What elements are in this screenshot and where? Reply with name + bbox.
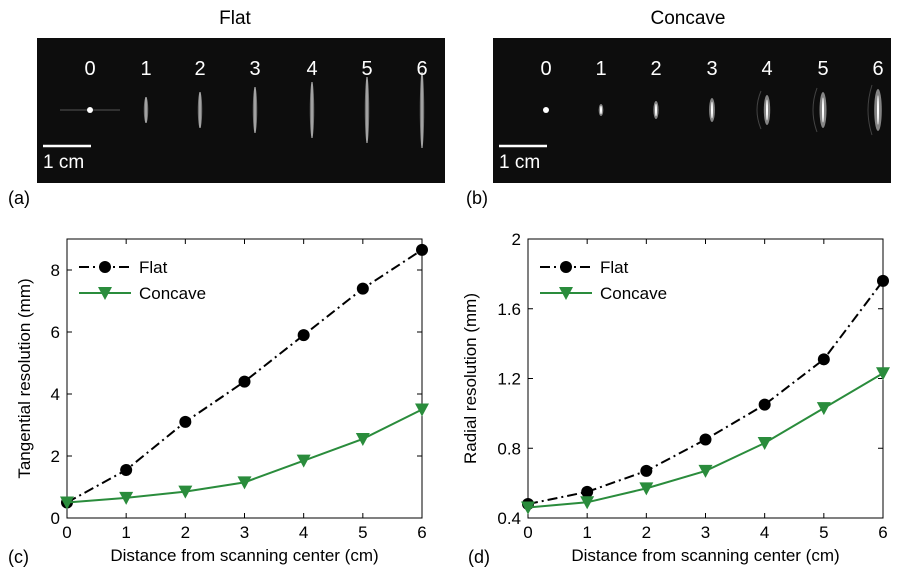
point-concave (580, 496, 595, 510)
point-concave (816, 402, 831, 416)
legend-label-flat: Flat (600, 258, 629, 277)
panel-b-marker-5: 5 (817, 58, 829, 80)
point-concave (60, 496, 74, 510)
panel-a-marker-3: 3 (249, 58, 261, 80)
psf-b-core-2 (655, 103, 657, 117)
x-axis-label: Distance from scanning center (cm) (571, 546, 839, 565)
panel-a-marker-5: 5 (361, 58, 373, 80)
legend-marker-flat (560, 261, 572, 273)
panel-a-title: Flat (219, 8, 251, 29)
panel-b-marker-3: 3 (706, 58, 718, 80)
legend-label-concave: Concave (139, 284, 206, 303)
legend-marker-concave (98, 287, 112, 300)
panel-a-marker-6: 6 (416, 58, 428, 80)
panel-a-image: 0 1 2 3 4 5 6 1 cm (37, 38, 445, 183)
panel-b-marker-1: 1 (595, 58, 607, 80)
psf-b-core-5 (822, 97, 824, 123)
y-tick-label: 8 (51, 261, 60, 280)
point-flat (758, 398, 771, 411)
y-axis-label: Radial resolution (mm) (461, 293, 480, 464)
point-flat (120, 463, 133, 476)
y-tick-label: 4 (51, 385, 60, 404)
panel-b-marker-4: 4 (761, 58, 773, 80)
psf-b-core-3 (711, 101, 713, 119)
point-concave (355, 432, 370, 446)
psf-b-arc-4 (756, 90, 762, 130)
y-tick-label: 2 (512, 230, 521, 249)
x-tick-label: 0 (523, 523, 532, 542)
panel-b-label: (b) (466, 188, 488, 208)
x-tick-label: 5 (819, 523, 828, 542)
panel-b-marker-0: 0 (540, 58, 552, 80)
point-concave (639, 482, 654, 496)
point-concave (296, 454, 311, 468)
panel-a-label: (a) (8, 188, 30, 208)
psf-b-0 (543, 107, 549, 113)
panel-c-label: (c) (8, 547, 29, 567)
point-concave (237, 476, 252, 490)
y-tick-label: 0 (51, 509, 60, 528)
point-flat (416, 243, 428, 256)
panel-a-marker-2: 2 (194, 58, 206, 80)
x-tick-label: 0 (62, 523, 71, 542)
y-tick-label: 1.2 (497, 370, 521, 389)
point-flat (297, 329, 310, 342)
psf-b-core-1 (600, 105, 602, 115)
x-axis-label: Distance from scanning center (cm) (110, 546, 378, 565)
psf-a-0 (87, 107, 93, 113)
chart-radial: 0 1 2 3 4 5 6 0.4 0.8 1.2 1.6 2 Distance from scanni… (461, 230, 890, 565)
point-flat (581, 485, 594, 498)
point-concave (415, 403, 429, 417)
y-tick-label: 2 (51, 447, 60, 466)
point-concave (876, 367, 890, 381)
legend-marker-flat (99, 261, 111, 273)
y-tick-label: 0.8 (497, 439, 521, 458)
scale-label-a: 1 cm (43, 152, 85, 173)
point-concave (521, 501, 535, 515)
point-concave (698, 464, 713, 478)
x-tick-label: 5 (358, 523, 367, 542)
y-tick-label: 1.6 (497, 300, 521, 319)
point-flat (817, 353, 830, 366)
legend-label-flat: Flat (139, 258, 168, 277)
panel-a-marker-0: 0 (84, 58, 96, 80)
psf-b-arc-6 (867, 84, 873, 136)
y-tick-label: 6 (51, 323, 60, 342)
x-tick-label: 2 (642, 523, 651, 542)
x-tick-label: 4 (760, 523, 769, 542)
psf-b-arc-5 (812, 87, 818, 133)
x-tick-label: 3 (240, 523, 249, 542)
panel-b-title: Concave (650, 8, 726, 29)
panel-a-marker-1: 1 (140, 58, 152, 80)
legend-marker-concave (559, 287, 573, 300)
point-concave (178, 485, 193, 499)
y-tick-label: 0.4 (497, 509, 521, 528)
x-tick-label: 3 (701, 523, 710, 542)
x-tick-label: 1 (582, 523, 591, 542)
point-concave (757, 437, 772, 451)
point-flat (179, 415, 192, 428)
point-flat (356, 282, 369, 295)
point-flat (877, 274, 889, 287)
x-tick-label: 4 (299, 523, 308, 542)
point-concave (119, 491, 134, 505)
point-flat (238, 375, 251, 388)
scale-label-b: 1 cm (499, 152, 541, 173)
x-tick-label: 2 (181, 523, 190, 542)
chart-tangential: 0 1 2 3 4 5 6 0 2 4 6 8 Distance from scanning cente… (15, 238, 429, 565)
x-tick-label: 6 (417, 523, 426, 542)
panel-b-marker-2: 2 (650, 58, 662, 80)
point-flat (640, 464, 653, 477)
y-axis-label: Tangential resolution (mm) (15, 278, 34, 478)
legend-label-concave: Concave (600, 284, 667, 303)
psf-b-core-6 (877, 95, 879, 125)
x-tick-label: 6 (878, 523, 887, 542)
psf-b-core-4 (766, 99, 768, 121)
panel-b-marker-6: 6 (872, 58, 884, 80)
panel-b-image: 0 1 2 3 4 5 6 1 cm (493, 38, 891, 183)
panel-d-label: (d) (468, 547, 490, 567)
panel-a-marker-4: 4 (306, 58, 318, 80)
x-tick-label: 1 (121, 523, 130, 542)
point-flat (699, 433, 712, 446)
